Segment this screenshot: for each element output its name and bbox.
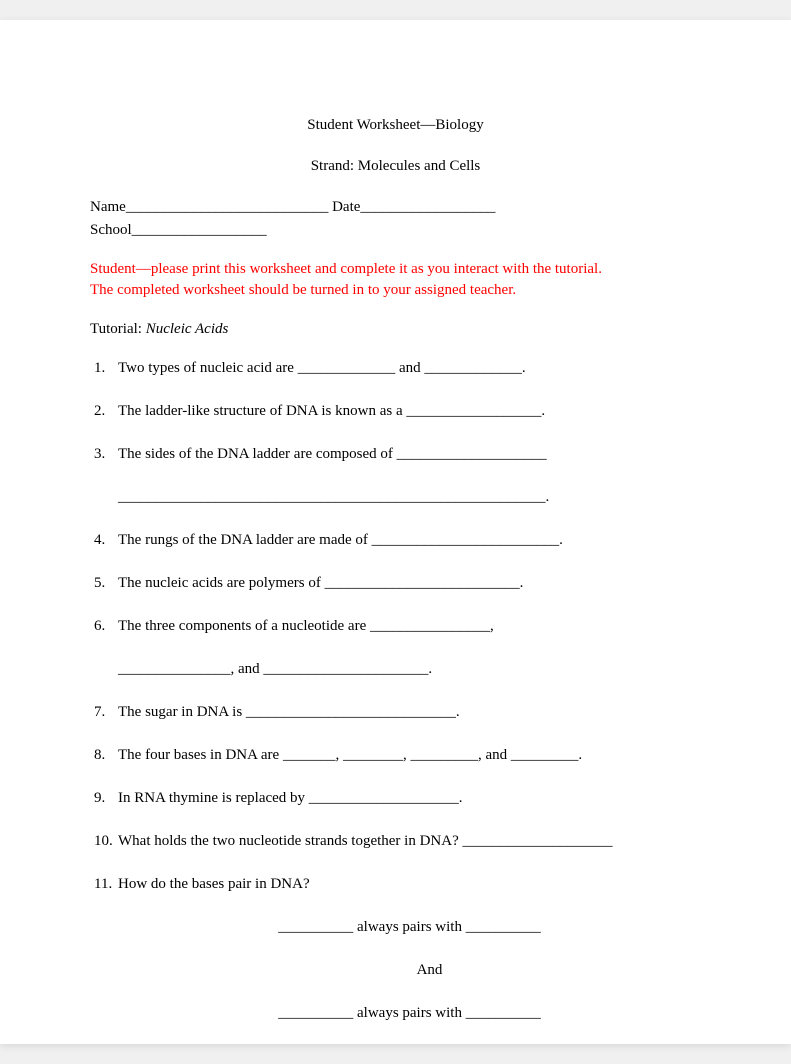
question-11-num: 11.	[94, 874, 112, 895]
question-7-text: The sugar in DNA is ____________________…	[118, 704, 460, 720]
student-info-section: Name___________________________ Date____…	[90, 197, 701, 241]
question-9-num: 9.	[94, 788, 105, 809]
instructions-line-2: The completed worksheet should be turned…	[90, 280, 701, 301]
question-6-continuation: _______________, and ___________________…	[118, 659, 701, 680]
question-8: 8. The four bases in DNA are _______, __…	[118, 745, 701, 766]
question-3: 3. The sides of the DNA ladder are compo…	[118, 444, 701, 465]
school-blank: __________________	[132, 222, 267, 238]
instructions-line-1: Student—please print this worksheet and …	[90, 259, 701, 280]
tutorial-line: Tutorial: Nucleic Acids	[90, 319, 701, 340]
question-11: 11. How do the bases pair in DNA? ______…	[118, 874, 701, 1024]
question-2-num: 2.	[94, 401, 105, 422]
question-5: 5. The nucleic acids are polymers of ___…	[118, 573, 701, 594]
school-line: School__________________	[90, 220, 701, 241]
question-10-text: What holds the two nucleotide strands to…	[118, 833, 613, 849]
name-blank: ___________________________	[126, 199, 329, 215]
date-label: Date	[332, 199, 360, 215]
worksheet-page: Student Worksheet—Biology Strand: Molecu…	[0, 20, 791, 1044]
date-blank: __________________	[360, 199, 495, 215]
question-11-and: And	[118, 960, 701, 981]
question-7: 7. The sugar in DNA is _________________…	[118, 702, 701, 723]
question-3-num: 3.	[94, 444, 105, 465]
question-3-continuation: ________________________________________…	[118, 487, 701, 508]
instructions-block: Student—please print this worksheet and …	[90, 259, 701, 301]
question-7-num: 7.	[94, 702, 105, 723]
question-9: 9. In RNA thymine is replaced by _______…	[118, 788, 701, 809]
question-1: 1. Two types of nucleic acid are _______…	[118, 358, 701, 379]
question-6-text: The three components of a nucleotide are…	[118, 618, 494, 634]
question-6: 6. The three components of a nucleotide …	[118, 616, 701, 637]
question-11-sub2: __________ always pairs with __________	[118, 1003, 701, 1024]
questions-list: 1. Two types of nucleic acid are _______…	[90, 358, 701, 1024]
question-8-num: 8.	[94, 745, 105, 766]
name-label: Name	[90, 199, 126, 215]
question-4-num: 4.	[94, 530, 105, 551]
school-label: School	[90, 222, 132, 238]
question-5-text: The nucleic acids are polymers of ______…	[118, 575, 523, 591]
question-8-text: The four bases in DNA are _______, _____…	[118, 747, 582, 763]
question-2: 2. The ladder-like structure of DNA is k…	[118, 401, 701, 422]
question-1-text: Two types of nucleic acid are __________…	[118, 360, 526, 376]
question-5-num: 5.	[94, 573, 105, 594]
question-11-text: How do the bases pair in DNA?	[118, 876, 310, 892]
question-11-sub1: __________ always pairs with __________	[118, 917, 701, 938]
strand-line: Strand: Molecules and Cells	[90, 156, 701, 177]
tutorial-label: Tutorial:	[90, 321, 142, 337]
question-6-num: 6.	[94, 616, 105, 637]
question-10-num: 10.	[94, 831, 113, 852]
question-2-text: The ladder-like structure of DNA is know…	[118, 403, 545, 419]
question-3-text: The sides of the DNA ladder are composed…	[118, 446, 547, 462]
question-10: 10. What holds the two nucleotide strand…	[118, 831, 701, 852]
tutorial-name: Nucleic Acids	[146, 321, 229, 337]
question-4: 4. The rungs of the DNA ladder are made …	[118, 530, 701, 551]
worksheet-title: Student Worksheet—Biology	[90, 115, 701, 136]
question-4-text: The rungs of the DNA ladder are made of …	[118, 532, 563, 548]
question-9-text: In RNA thymine is replaced by __________…	[118, 790, 463, 806]
name-date-line: Name___________________________ Date____…	[90, 197, 701, 218]
question-1-num: 1.	[94, 358, 105, 379]
